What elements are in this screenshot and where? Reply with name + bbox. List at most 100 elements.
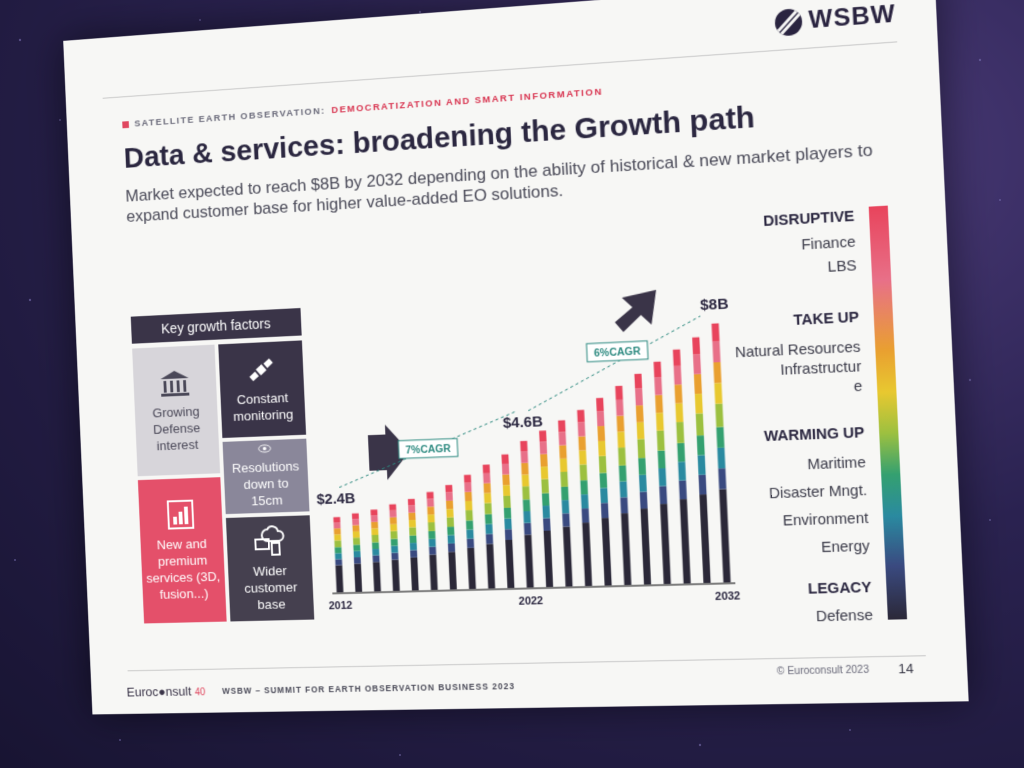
bar-segment xyxy=(711,323,720,342)
bar-segment xyxy=(601,517,612,586)
bar-segment xyxy=(466,529,474,539)
bar-segment xyxy=(560,471,569,487)
bar-segment xyxy=(335,559,343,566)
bar-segment xyxy=(638,474,647,492)
bar-segment xyxy=(501,463,509,475)
bar-segment xyxy=(678,480,687,500)
brand-logo: WSBW xyxy=(774,0,897,38)
bar-segment xyxy=(484,503,493,515)
bar-segment xyxy=(660,503,671,585)
bar-segment xyxy=(504,539,514,588)
bar-segment xyxy=(599,472,608,489)
bar-segment xyxy=(334,534,342,541)
bar-segment xyxy=(445,492,453,501)
bar-segment xyxy=(352,518,360,526)
legend-heading: DISRUPTIVE xyxy=(762,208,855,231)
bar-segment xyxy=(520,440,528,452)
bar-segment xyxy=(371,528,379,536)
bar-segment xyxy=(426,498,435,507)
bar-segment xyxy=(353,544,361,552)
bar-segment xyxy=(524,534,534,588)
bar-segment xyxy=(619,481,628,498)
legend-item: LBS xyxy=(827,257,858,276)
tile-premium-label: New and premium services (3D, fusion...) xyxy=(146,536,221,602)
bar-segment xyxy=(634,373,643,389)
bar-segment xyxy=(352,525,360,532)
bar-segment xyxy=(675,403,684,423)
legend-item: Finance xyxy=(801,234,856,254)
bar-segment xyxy=(577,409,585,423)
bar-segment xyxy=(692,354,702,375)
tile-monitoring: Constant monitoring xyxy=(218,340,307,439)
footer-event: WSBW – SUMMIT FOR EARTH OBSERVATION BUSI… xyxy=(221,681,516,696)
bar-segment xyxy=(558,431,567,446)
bar-segment xyxy=(409,527,417,536)
tile-monitoring-label: Constant monitoring xyxy=(232,390,294,424)
tile-premium: New and premium services (3D, fusion...) xyxy=(137,477,227,624)
bar-segment xyxy=(561,499,570,514)
eye-icon xyxy=(249,444,280,454)
chart-icon xyxy=(166,499,195,531)
tile-customer-label: Wider customer base xyxy=(244,562,298,612)
bar-segment xyxy=(485,514,493,525)
footer-logo-badge: 40 xyxy=(194,687,206,699)
value-label: $2.4B xyxy=(316,491,355,508)
bar-segment xyxy=(465,500,473,511)
chart-canvas: $2.4B $4.6B $8B 7%CAGR 6%CAGR 2012 2022 2032 xyxy=(316,289,741,612)
bar-segment xyxy=(635,405,644,423)
bar-segment xyxy=(562,526,573,587)
bar-segment xyxy=(371,534,379,543)
bar-segment xyxy=(677,461,687,481)
bar-segment xyxy=(427,514,435,523)
bar-segment xyxy=(577,422,586,437)
bar-segment xyxy=(655,394,664,413)
bar-segment xyxy=(429,554,438,590)
bar-segment xyxy=(522,486,530,500)
bar-segment xyxy=(503,507,511,519)
bar-segment xyxy=(618,465,627,482)
legend-item: Environment xyxy=(782,510,869,530)
bar-segment xyxy=(539,441,548,455)
bar-segment xyxy=(520,451,529,464)
bar-segment xyxy=(333,522,341,529)
bar-segment xyxy=(658,468,667,487)
bar-segment xyxy=(578,436,586,451)
bar-segment xyxy=(617,431,626,448)
bar-segment xyxy=(447,526,455,536)
bar-segment xyxy=(389,504,397,511)
bar-segment xyxy=(596,397,604,412)
bar-segment xyxy=(390,524,398,532)
bar-segment xyxy=(334,540,342,548)
bar-segment xyxy=(502,484,510,496)
bar-segment xyxy=(333,517,341,523)
bank-icon xyxy=(160,369,190,397)
bar-segment xyxy=(673,365,682,385)
legend-item: Maritime xyxy=(806,454,867,474)
bar-segment xyxy=(539,430,547,442)
bar-segment xyxy=(659,485,668,504)
bar-segment xyxy=(620,513,632,586)
footer-copyright: © Euroconsult 2023 xyxy=(776,664,870,678)
bar-segment xyxy=(679,499,691,584)
bar-segment xyxy=(483,464,491,475)
bar-segment xyxy=(543,530,554,588)
bar-segment xyxy=(598,440,606,457)
bar-segment xyxy=(616,415,625,432)
up-right-arrow-icon xyxy=(613,289,658,333)
bar-segment xyxy=(465,520,474,530)
bar-segment xyxy=(334,547,342,554)
bar-segment xyxy=(656,430,665,451)
bar-segment xyxy=(352,537,361,545)
cagr-label: 7%CAGR xyxy=(405,444,451,457)
euroconsult-logo: Euroc●nsult 40 xyxy=(126,684,205,700)
tile-resolution: Resolutions down to 15cm xyxy=(222,438,310,515)
bar-segment xyxy=(333,528,341,535)
bar-segment xyxy=(463,474,472,483)
legend-item: Energy xyxy=(820,538,871,557)
bar-segment xyxy=(697,455,706,475)
tile-resolution-label: Resolutions down to 15cm xyxy=(231,458,300,509)
slide-body: WSBW SATELLITE EARTH OBSERVATION: DEMOCR… xyxy=(63,0,969,715)
bar-segment xyxy=(693,373,702,394)
bar-segment xyxy=(580,480,588,495)
bar-segment xyxy=(699,494,711,583)
